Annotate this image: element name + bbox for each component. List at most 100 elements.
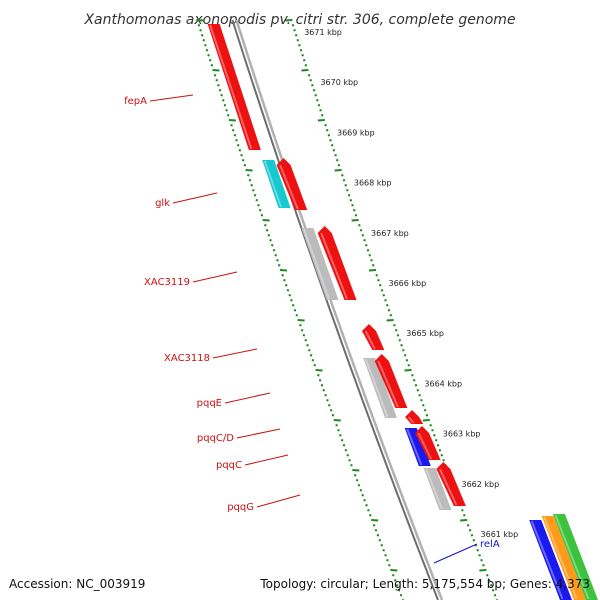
gene-feature xyxy=(374,354,408,408)
tick-mark xyxy=(368,254,371,257)
gene-label: glk xyxy=(155,198,170,209)
tick-mark xyxy=(407,364,410,367)
tick-mark xyxy=(402,349,405,352)
gene-label: relA xyxy=(480,539,500,550)
tick-mark xyxy=(380,289,384,292)
tick-mark xyxy=(339,434,342,437)
tick-mark xyxy=(257,204,260,207)
tick-mark xyxy=(329,139,332,142)
tick-mark xyxy=(238,149,242,152)
tick-mark xyxy=(304,339,307,342)
tick-mark xyxy=(299,49,303,52)
scale-label: 3662 kbp xyxy=(462,480,500,489)
gene-label: pqqC/D xyxy=(197,433,234,444)
scale-label: 3668 kbp xyxy=(354,179,392,188)
tick-mark xyxy=(436,444,440,447)
tick-mark xyxy=(324,124,327,127)
tick-mark xyxy=(210,64,214,67)
tick-mark xyxy=(204,44,207,47)
gene-label: pqqC xyxy=(216,460,242,471)
tick-mark xyxy=(425,414,429,417)
tick-mark xyxy=(253,194,257,197)
tick-mark xyxy=(288,294,291,297)
tick-mark xyxy=(354,214,358,217)
tick-mark xyxy=(493,594,497,597)
tick-mark xyxy=(226,114,230,117)
tick-mark xyxy=(281,274,284,277)
gene-highlight xyxy=(263,160,282,208)
gene-feature xyxy=(414,426,441,460)
tick-mark xyxy=(267,234,271,237)
tick-mark xyxy=(433,434,436,437)
scale-label: 3669 kbp xyxy=(337,128,375,137)
tick-mark xyxy=(387,309,391,312)
gene-feature xyxy=(276,158,308,210)
tick-mark xyxy=(318,379,322,382)
label-leader xyxy=(433,543,478,564)
gene-highlight xyxy=(554,514,590,600)
tick-mark xyxy=(218,89,222,92)
tick-mark xyxy=(375,274,378,277)
tick-mark xyxy=(363,499,366,502)
tick-mark xyxy=(296,39,300,42)
label-leader xyxy=(192,271,238,283)
tick-mark xyxy=(397,589,401,592)
tick-mark xyxy=(332,149,336,152)
tick-mark xyxy=(404,369,412,372)
tick-mark xyxy=(294,34,298,37)
tick-mark xyxy=(393,579,397,582)
tick-mark xyxy=(334,154,337,157)
tick-mark xyxy=(260,214,264,217)
gene-feature xyxy=(301,228,339,300)
tick-mark xyxy=(371,264,375,267)
tick-mark xyxy=(470,534,474,537)
gene-highlight xyxy=(543,516,578,600)
gene-feature xyxy=(529,520,572,600)
tick-mark xyxy=(423,409,427,412)
tick-mark xyxy=(309,354,313,357)
tick-mark xyxy=(245,169,253,172)
tick-mark xyxy=(384,299,387,302)
tick-mark xyxy=(212,69,220,72)
tick-mark xyxy=(271,244,274,247)
gene-feature xyxy=(262,160,291,208)
tick-mark xyxy=(301,54,304,57)
tick-mark xyxy=(197,24,201,27)
gene-highlight xyxy=(364,358,389,418)
tick-mark xyxy=(329,409,333,412)
scale-label: 3671 kbp xyxy=(304,28,342,37)
tick-mark xyxy=(347,194,351,197)
tick-mark xyxy=(348,459,351,462)
tick-mark xyxy=(265,229,269,232)
tick-mark xyxy=(392,574,395,577)
gene-feature xyxy=(207,24,261,150)
tick-mark xyxy=(328,404,331,407)
scale-label: 3666 kbp xyxy=(389,279,427,288)
tick-mark xyxy=(359,229,363,232)
tick-mark xyxy=(398,339,401,342)
tick-mark xyxy=(412,379,416,382)
tick-mark xyxy=(300,329,304,332)
tick-mark xyxy=(376,534,380,537)
tick-mark xyxy=(357,484,361,487)
gene-highlight xyxy=(320,232,348,300)
tick-mark xyxy=(476,549,479,552)
tick-mark xyxy=(205,49,209,52)
gene-labels: fepA glk XAC3119 XAC3118 pqqE pqqC/D pqqC pqqG r… xyxy=(124,94,500,564)
tick-mark xyxy=(291,24,295,27)
tick-mark xyxy=(363,239,366,242)
scale-label: 3664 kbp xyxy=(424,379,462,388)
tick-mark xyxy=(335,159,339,162)
tick-mark xyxy=(272,249,276,252)
gene-feature xyxy=(363,358,398,418)
accession-text: Accession: NC_003919 xyxy=(9,577,146,591)
tick-mark xyxy=(202,39,206,42)
tick-mark xyxy=(384,554,387,557)
gene-highlight xyxy=(279,164,299,210)
tick-mark xyxy=(355,479,359,482)
tick-mark xyxy=(479,569,487,572)
gene-highlight xyxy=(530,520,564,600)
tick-mark xyxy=(478,554,481,557)
tick-mark xyxy=(461,509,464,512)
tick-mark xyxy=(340,439,344,442)
